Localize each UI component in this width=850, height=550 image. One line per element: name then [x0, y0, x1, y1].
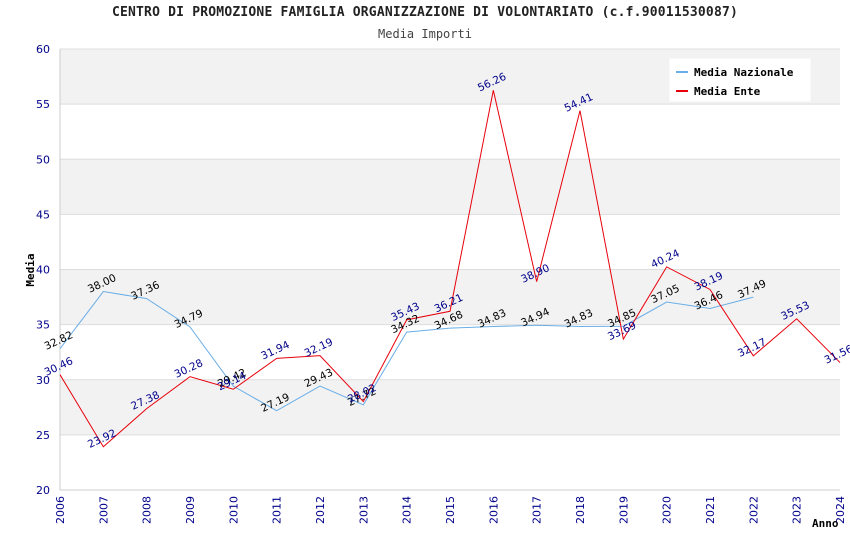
x-tick-label: 2011	[271, 496, 284, 524]
x-tick-label: 2024	[834, 496, 847, 524]
x-axis-ticks: 2006 2007 2008 2009 2010 2011 2012 2013 2014 2015…	[54, 496, 847, 524]
x-tick-label: 2007	[97, 496, 110, 524]
x-tick-label: 2018	[574, 496, 587, 524]
x-tick-label: 2015	[444, 496, 457, 524]
legend-box	[669, 58, 811, 102]
y-tick-label: 55	[36, 98, 50, 111]
plot-band	[60, 269, 840, 325]
x-tick-label: 2022	[747, 496, 760, 524]
y-tick-label: 30	[36, 374, 50, 387]
x-tick-label: 2008	[141, 496, 154, 524]
series-line-1	[59, 90, 841, 448]
chart-subtitle: Media Importi	[378, 27, 472, 41]
y-axis-title: Media	[24, 253, 37, 286]
series-line-0	[59, 291, 754, 412]
legend-entry: Media Nazionale	[694, 66, 794, 79]
x-tick-label: 2009	[184, 496, 197, 524]
y-tick-label: 25	[36, 429, 50, 442]
series-lines	[59, 90, 841, 448]
x-tick-label: 2021	[704, 496, 717, 524]
x-tick-label: 2016	[487, 496, 500, 524]
plot-band	[60, 324, 840, 380]
x-tick-label: 2014	[401, 496, 414, 524]
x-tick-label: 2023	[791, 496, 804, 524]
x-tick-label: 2019	[617, 496, 630, 524]
x-tick-label: 2012	[314, 496, 327, 524]
plot-band	[60, 104, 840, 160]
plot-band	[60, 379, 840, 435]
x-tick-label: 2017	[531, 496, 544, 524]
plot-band	[60, 214, 840, 270]
x-tick-label: 2010	[227, 496, 240, 524]
plot-background	[60, 49, 840, 490]
y-axis-ticks: 20 25 30 35 40 45 50 55 60	[36, 43, 50, 497]
x-tick-label: 2006	[54, 496, 67, 524]
chart-title: CENTRO DI PROMOZIONE FAMIGLIA ORGANIZZAZ…	[111, 5, 739, 20]
y-tick-label: 40	[36, 264, 50, 277]
plot-band	[60, 159, 840, 215]
x-tick-label: 2020	[661, 496, 674, 524]
y-tick-label: 45	[36, 208, 50, 221]
y-tick-label: 60	[36, 43, 50, 56]
plot-band	[60, 434, 840, 490]
gridlines	[59, 48, 840, 491]
y-tick-label: 20	[36, 484, 50, 497]
legend: Media Nazionale Media Ente	[669, 58, 811, 102]
y-tick-label: 50	[36, 153, 50, 166]
x-axis-title: Anno	[812, 517, 839, 530]
y-tick-label: 35	[36, 319, 50, 332]
x-tick-label: 2013	[357, 496, 370, 524]
legend-entry: Media Ente	[694, 85, 761, 98]
